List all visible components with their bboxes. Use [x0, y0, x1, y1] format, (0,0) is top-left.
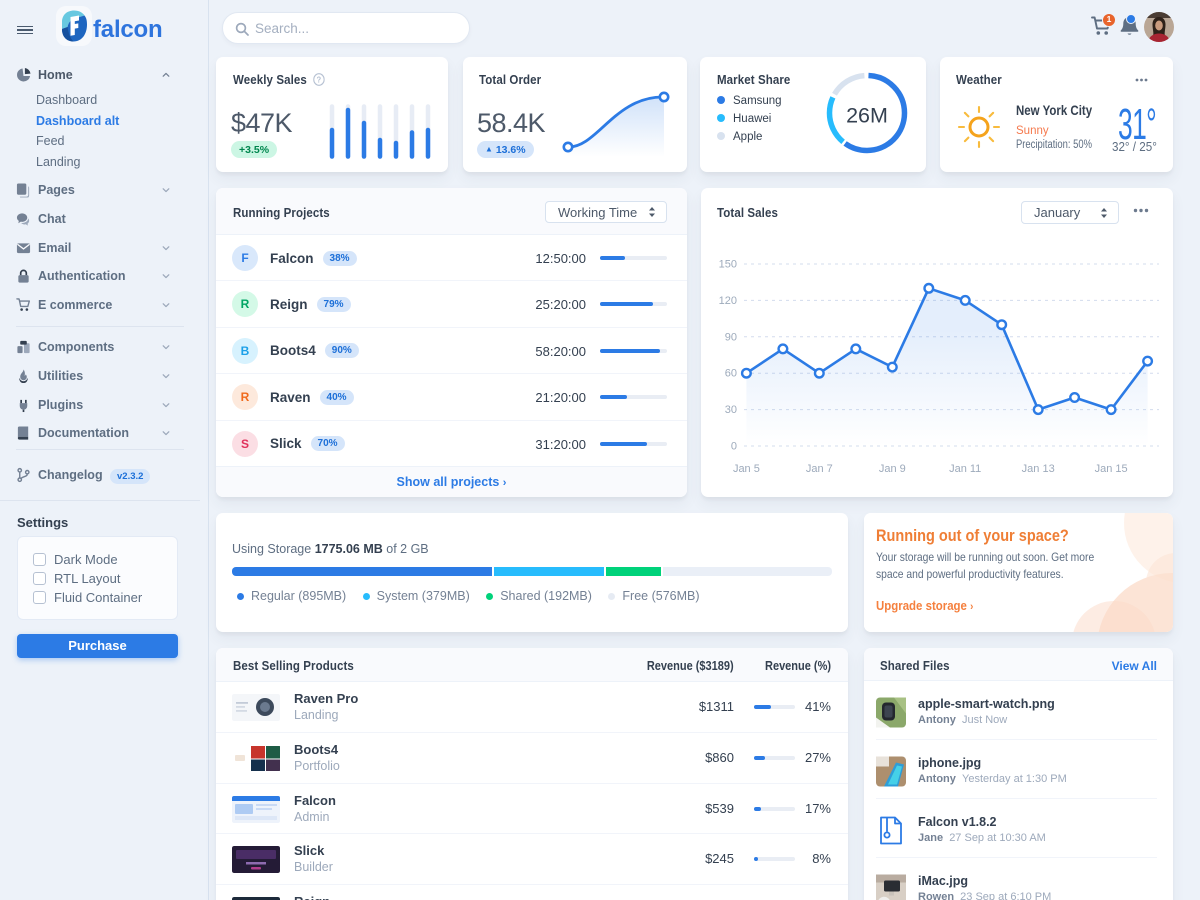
svg-text:90: 90 [725, 331, 737, 343]
svg-text:30: 30 [725, 404, 737, 416]
svg-text:60: 60 [725, 368, 737, 380]
svg-text:Jan 11: Jan 11 [949, 463, 981, 475]
svg-text:Jan 7: Jan 7 [806, 463, 833, 475]
svg-text:Jan 5: Jan 5 [733, 463, 760, 475]
svg-text:120: 120 [719, 295, 737, 307]
svg-text:?: ? [316, 75, 321, 84]
svg-text:Jan 15: Jan 15 [1095, 463, 1128, 475]
svg-text:150: 150 [719, 259, 737, 271]
svg-text:Jan 13: Jan 13 [1022, 463, 1055, 475]
svg-text:26M: 26M [846, 104, 888, 128]
svg-text:0: 0 [731, 441, 737, 453]
svg-text:Jan 9: Jan 9 [879, 463, 906, 475]
